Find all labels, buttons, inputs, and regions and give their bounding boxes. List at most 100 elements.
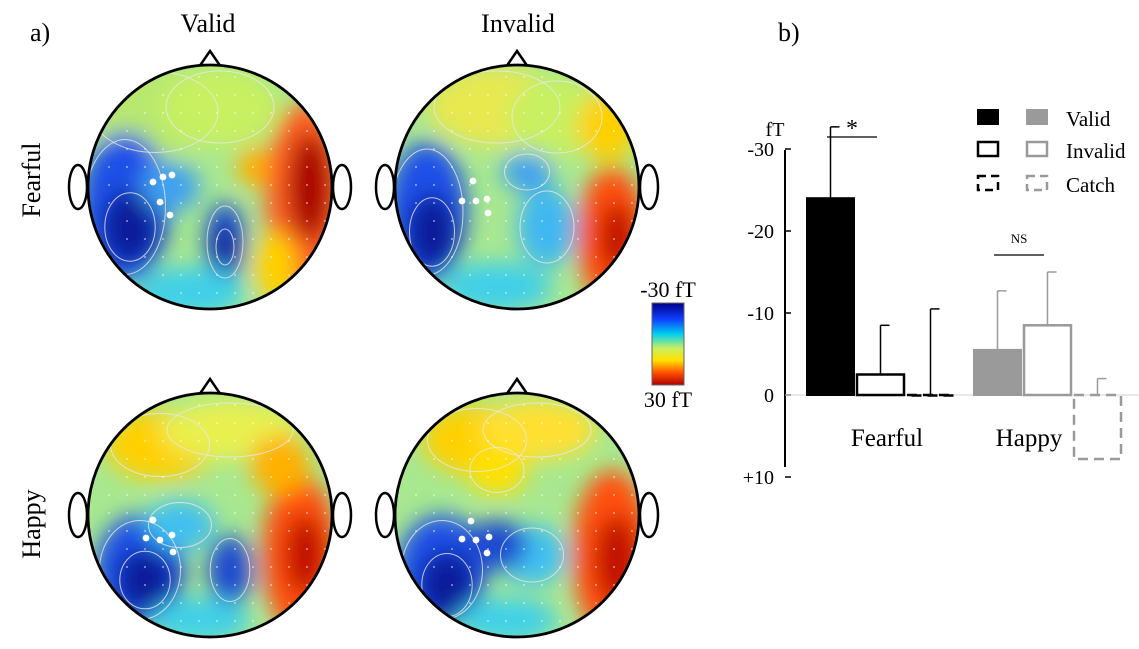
field-blob — [595, 515, 639, 605]
sensor-dot — [523, 202, 525, 204]
sensor-dot — [198, 256, 200, 258]
selected-sensor — [472, 197, 480, 205]
sensor-dot — [234, 602, 236, 604]
sensor-dot — [288, 566, 290, 568]
sensor-dot — [577, 440, 579, 442]
sensor-dot — [270, 458, 272, 460]
sensor-dot — [469, 512, 471, 514]
sensor-dot — [270, 274, 272, 276]
sensor-dot — [306, 256, 308, 258]
field-blob — [117, 548, 173, 612]
sensor-dot — [541, 148, 543, 150]
sensor-dot — [234, 220, 236, 222]
sensor-dot — [487, 494, 489, 496]
y-tick-label: +10 — [743, 467, 774, 489]
sensor-dot — [415, 494, 417, 496]
sensor-dot — [559, 458, 561, 460]
sensor-dot — [595, 512, 597, 514]
sensor-dot — [505, 184, 507, 186]
sensor-dot — [270, 530, 272, 532]
sensor-dot — [252, 422, 254, 424]
sensor-dot — [180, 602, 182, 604]
sensor-dot — [270, 494, 272, 496]
sensor-dot — [270, 220, 272, 222]
sensor-dot — [306, 202, 308, 204]
sensor-dot — [505, 166, 507, 168]
sensor-dot — [523, 602, 525, 604]
field-blob — [208, 535, 252, 605]
sensor-dot — [577, 530, 579, 532]
contour-line — [482, 402, 592, 458]
sensor-dot — [595, 130, 597, 132]
sensor-dot — [180, 202, 182, 204]
legend-label-valid: Valid — [1066, 107, 1111, 131]
sensor-dot — [216, 620, 218, 622]
sensor-dot — [541, 404, 543, 406]
contour-line — [519, 190, 575, 264]
nose — [197, 48, 223, 68]
sensor-dot — [216, 112, 218, 114]
sensor-dot — [198, 476, 200, 478]
sensor-dot — [577, 184, 579, 186]
sensor-dot — [631, 548, 633, 550]
sensor-dot — [234, 440, 236, 442]
topomap-field — [395, 65, 639, 309]
sensor-dot — [198, 422, 200, 424]
colorbar: -30 fT 30 fT — [640, 277, 696, 412]
topomap-happy-invalid — [374, 376, 660, 639]
bar-fearful-valid — [806, 197, 855, 396]
sensor-dot — [216, 548, 218, 550]
sensor-dot — [451, 166, 453, 168]
sensor-dot — [162, 422, 164, 424]
sensor-dot — [180, 494, 182, 496]
sensor-dot — [433, 202, 435, 204]
sensor-dot — [270, 256, 272, 258]
sensor-dot — [451, 548, 453, 550]
sensor-dot — [541, 566, 543, 568]
sensor-dot — [577, 130, 579, 132]
sensor-dot — [126, 238, 128, 240]
sensor-dot — [144, 238, 146, 240]
contour-line — [148, 502, 212, 548]
sensor-dot — [234, 274, 236, 276]
sensor-dot — [198, 548, 200, 550]
sensor-dot — [469, 94, 471, 96]
sensor-dot — [198, 530, 200, 532]
sensor-dot — [252, 440, 254, 442]
sensor-dot — [162, 458, 164, 460]
sensor-dot — [487, 148, 489, 150]
sensor-dot — [216, 238, 218, 240]
sensor-dot — [559, 512, 561, 514]
y-tick-label: -20 — [747, 221, 774, 243]
sensor-dot — [306, 548, 308, 550]
sensor-dot — [523, 530, 525, 532]
sensor-dot — [234, 166, 236, 168]
sensor-dot — [144, 256, 146, 258]
sensor-dot — [144, 184, 146, 186]
sensor-dot — [613, 512, 615, 514]
legend-label-invalid: Invalid — [1066, 139, 1126, 163]
sensor-dot — [306, 166, 308, 168]
sensor-dot — [234, 620, 236, 622]
sensor-dot — [487, 584, 489, 586]
sensor-dot — [487, 602, 489, 604]
field-blob — [288, 132, 332, 242]
sensor-dot — [451, 584, 453, 586]
field-blob — [250, 435, 310, 495]
selected-sensor — [458, 535, 466, 543]
sensor-dot — [162, 94, 164, 96]
sensor-dot — [505, 94, 507, 96]
sensor-dot — [252, 530, 254, 532]
sensor-dot — [469, 602, 471, 604]
sensor-dot — [487, 292, 489, 294]
sensor-dot — [523, 440, 525, 442]
sensor-dot — [469, 274, 471, 276]
selected-sensor — [168, 171, 176, 179]
legend-swatch-happy-invalid — [1025, 140, 1049, 158]
sensor-dot — [144, 566, 146, 568]
sensor-dot — [198, 602, 200, 604]
sensor-dot — [234, 548, 236, 550]
sensor-dot — [198, 458, 200, 460]
sensor-dot — [613, 166, 615, 168]
sensor-dot — [505, 548, 507, 550]
